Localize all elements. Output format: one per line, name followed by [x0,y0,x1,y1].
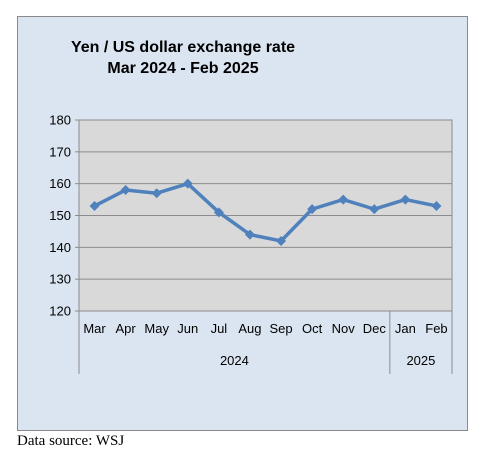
data-point [369,204,380,215]
x-tick-label: Feb [425,321,447,336]
y-tick-label: 170 [49,144,71,159]
chart-title-line-1: Yen / US dollar exchange rate [70,39,296,56]
x-tick-label: Jan [395,321,416,336]
x-tick-label: Nov [332,321,356,336]
y-tick-label: 160 [49,176,71,191]
y-tick-label: 140 [49,240,71,255]
x-tick-label: Oct [302,321,323,336]
x-tick-label: Mar [83,321,106,336]
chart-title: Yen / US dollar exchange rate Mar 2024 -… [18,37,348,79]
data-point [151,188,162,199]
y-tick-label: 120 [49,304,71,319]
x-group-label: 2025 [406,353,435,368]
data-point [400,194,411,205]
data-point [431,200,442,211]
chart-title-line-2: Mar 2024 - Feb 2025 [107,60,259,77]
x-tick-label: Sep [269,321,292,336]
data-point [307,204,318,215]
y-tick-label: 150 [49,208,71,223]
data-point [244,229,255,240]
y-tick-label: 130 [49,272,71,287]
chart-frame: Yen / US dollar exchange rate Mar 2024 -… [17,16,468,431]
x-tick-label: Dec [363,321,387,336]
data-source-note: Data source: WSJ [17,433,125,449]
data-point [89,200,100,211]
series-line [93,181,437,243]
line-chart: 120 130 140 150 160 170 180 Mar Apr May Jun Jul Aug S… [49,113,453,374]
x-tick-label: Apr [116,321,137,336]
x-tick-label: Jun [177,321,198,336]
data-point [120,185,131,196]
x-group-label: 2024 [220,353,249,368]
data-point [182,178,193,189]
x-tick-label: Aug [238,321,261,336]
data-point [338,194,349,205]
data-point [276,235,287,246]
x-tick-label: Jul [211,321,228,336]
data-point [213,207,224,218]
y-tick-label: 180 [49,113,71,128]
x-tick-label: May [144,321,169,336]
